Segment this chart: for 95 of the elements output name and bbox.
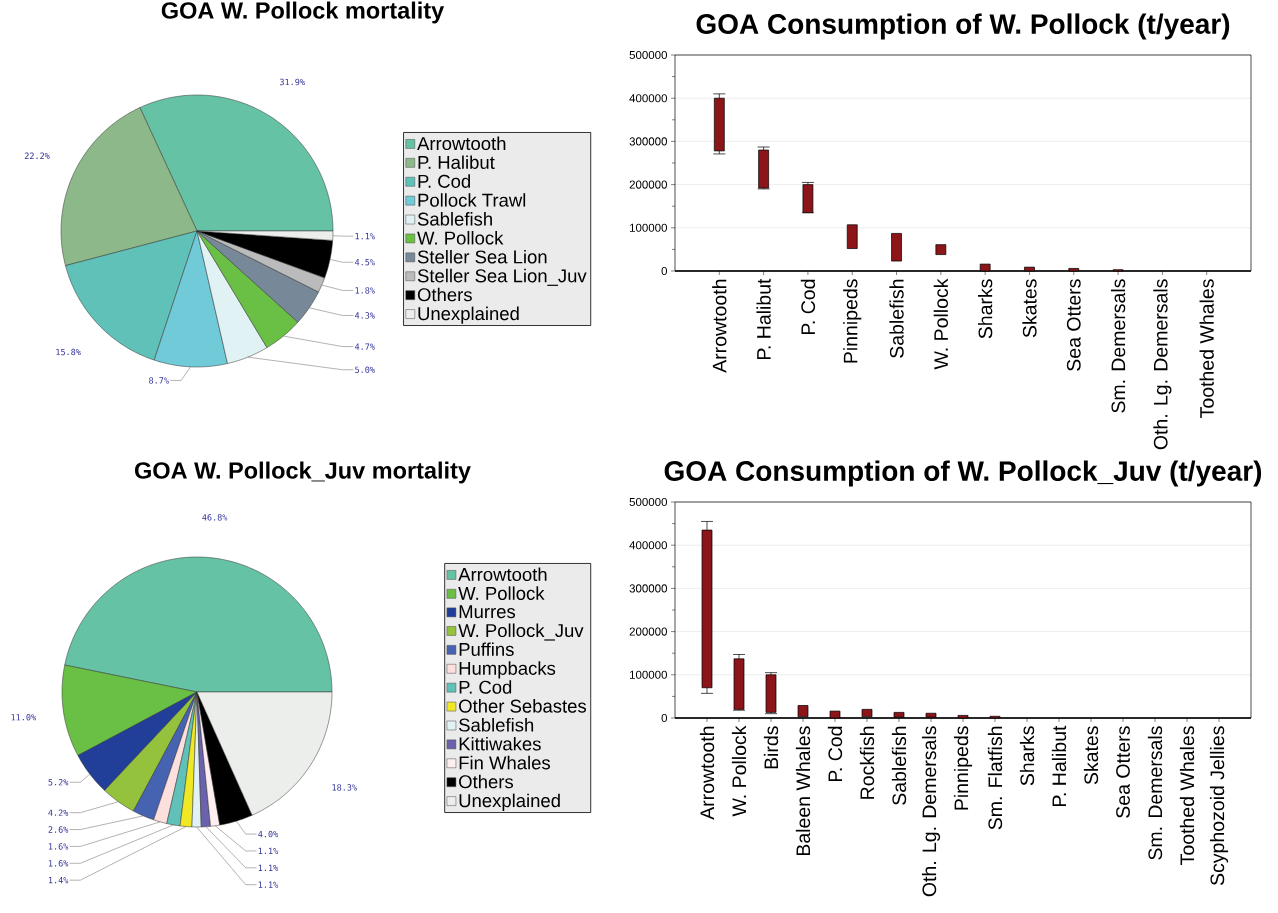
x-tick-label: Sm. Demersals bbox=[1110, 279, 1126, 413]
data-label: 1.6% bbox=[48, 843, 69, 850]
x-tick-label: P. Cod bbox=[800, 279, 816, 335]
chart-title: GOA W. Pollock mortality bbox=[161, 1, 445, 24]
legend-label: Steller Sea Lion_Juv bbox=[417, 268, 587, 286]
y-tick-label: 100000 bbox=[629, 670, 668, 679]
bar bbox=[733, 658, 745, 710]
y-tick-label: 300000 bbox=[629, 137, 668, 146]
legend-label: Steller Sea Lion bbox=[417, 249, 547, 264]
x-tick-label: Arrowtooth bbox=[712, 279, 727, 373]
legend-label: W. Pollock bbox=[417, 231, 504, 245]
data-label: 5.0% bbox=[355, 366, 375, 373]
legend-label: Humpbacks bbox=[459, 661, 556, 679]
data-label: 11.0% bbox=[11, 714, 36, 721]
x-tick-label: Baleen Whales bbox=[795, 726, 811, 856]
x-tick-label: Sharks bbox=[1019, 726, 1035, 786]
bar bbox=[935, 244, 947, 255]
legend-label: Arrowtooth bbox=[417, 136, 506, 151]
x-tick-label: Sm. Demersals bbox=[1147, 726, 1163, 860]
x-tick-label: Rockfish bbox=[859, 726, 875, 799]
x-tick-label: W. Pollock bbox=[933, 278, 949, 370]
x-tick-label: Skates bbox=[1022, 279, 1037, 338]
data-label: 15.8% bbox=[56, 348, 81, 356]
x-tick-label: Pinnipeds bbox=[843, 279, 862, 363]
bar bbox=[846, 224, 858, 249]
data-label: 4.3% bbox=[354, 312, 375, 319]
x-tick-label: Sea Otters bbox=[1066, 279, 1081, 371]
data-label: 4.7% bbox=[354, 343, 375, 350]
x-tick-label: Sablefish bbox=[889, 279, 904, 358]
chart-title: GOA Consumption of W. Pollock_Juv (t/year) bbox=[664, 460, 1262, 487]
data-label: 4.0% bbox=[258, 830, 279, 838]
x-tick-label: P. Halibut bbox=[1051, 725, 1067, 806]
legend-label: W. Pollock_Juv bbox=[458, 623, 584, 641]
legend-label: P. Cod bbox=[459, 680, 512, 694]
data-label: 2.6% bbox=[48, 826, 69, 833]
legend-label: W. Pollock bbox=[458, 586, 545, 600]
legend-label: Arrowtooth bbox=[458, 567, 547, 582]
data-label: 1.1% bbox=[258, 881, 279, 888]
legend-label: Others bbox=[459, 774, 514, 789]
legend-label: Sablefish bbox=[417, 212, 492, 226]
y-tick-label: 500000 bbox=[629, 50, 668, 60]
y-tick-label: 200000 bbox=[629, 627, 668, 636]
x-tick-label: Arrowtooth bbox=[699, 726, 715, 820]
data-label: 46.8% bbox=[202, 514, 228, 521]
x-tick-label: Sharks bbox=[978, 279, 993, 339]
data-label: 18.3% bbox=[332, 784, 357, 791]
data-label: 1.4% bbox=[48, 877, 69, 884]
bar bbox=[891, 233, 902, 262]
x-tick-label: Sablefish bbox=[891, 726, 907, 805]
x-tick-label: Oth. Lg. Demersals bbox=[921, 726, 941, 897]
legend-label: Pollock Trawl bbox=[418, 193, 526, 207]
x-tick-label: Skates bbox=[1083, 726, 1099, 785]
x-tick-label: Toothed Whales bbox=[1199, 279, 1214, 418]
data-label: 1.1% bbox=[355, 233, 375, 240]
y-tick-label: 500000 bbox=[629, 497, 668, 507]
legend-label: P. Cod bbox=[418, 174, 470, 188]
x-tick-label: Sea Otters bbox=[1116, 726, 1130, 818]
y-tick-label: 400000 bbox=[629, 94, 668, 103]
legend-label: Fin Whales bbox=[459, 755, 551, 770]
legend-label: Others bbox=[417, 287, 472, 302]
data-label: 31.9% bbox=[279, 78, 305, 86]
chart-title: GOA Consumption of W. Pollock (t/year) bbox=[696, 13, 1230, 40]
data-label: 4.5% bbox=[354, 259, 375, 266]
legend-label: Other Sebastes bbox=[459, 699, 587, 713]
y-tick-label: 300000 bbox=[629, 584, 668, 593]
chart-title: GOA W. Pollock_Juv mortality bbox=[135, 461, 471, 484]
legend-label: Unexplained bbox=[418, 306, 519, 324]
y-tick-label: 0 bbox=[661, 266, 668, 276]
legend-label: Murres bbox=[459, 605, 516, 619]
x-tick-label: W. Pollock bbox=[731, 725, 747, 817]
x-tick-label: Sm. Flatfish bbox=[987, 726, 1003, 830]
data-label: 1.6% bbox=[48, 860, 69, 867]
data-label: 1.1% bbox=[258, 864, 279, 871]
legend-label: Kittiwakes bbox=[459, 736, 541, 751]
data-label: 1.1% bbox=[258, 847, 279, 855]
bar bbox=[713, 97, 725, 152]
data-label: 8.7% bbox=[149, 377, 169, 384]
y-tick-label: 100000 bbox=[629, 223, 668, 232]
data-label: 22.2% bbox=[24, 152, 50, 159]
x-tick-label: Pinnipeds bbox=[953, 726, 973, 810]
x-tick-label: P. Halibut bbox=[756, 278, 771, 359]
y-tick-label: 0 bbox=[661, 713, 668, 723]
y-tick-label: 400000 bbox=[629, 541, 668, 550]
legend-label: P. Halibut bbox=[418, 155, 495, 169]
data-label: 4.2% bbox=[48, 809, 69, 816]
x-tick-label: Oth. Lg. Demersals bbox=[1153, 279, 1172, 450]
data-label: 5.2% bbox=[48, 779, 69, 786]
legend-label: Unexplained bbox=[459, 793, 560, 811]
x-tick-label: Birds bbox=[763, 726, 779, 769]
legend-label: Puffins bbox=[459, 642, 514, 656]
data-label: 1.8% bbox=[355, 287, 375, 294]
y-tick-label: 200000 bbox=[629, 180, 668, 189]
x-tick-label: Scyphozoid Jellies bbox=[1209, 726, 1229, 886]
x-tick-label: Toothed Whales bbox=[1179, 726, 1195, 865]
x-tick-label: P. Cod bbox=[827, 726, 843, 782]
